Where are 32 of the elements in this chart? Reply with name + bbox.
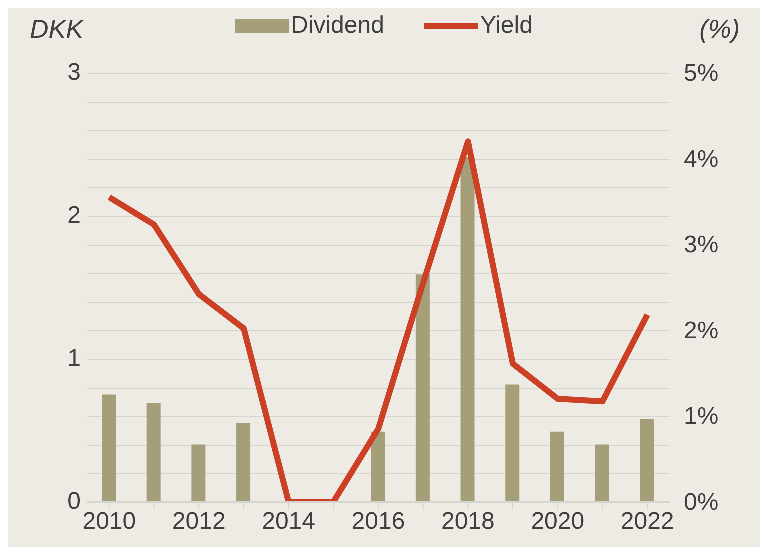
y2-tick-label: 1%	[684, 403, 719, 430]
y-tick-label: 0	[66, 488, 81, 516]
x-tick-label: 2012	[172, 508, 226, 536]
x-tick-label: 2016	[352, 508, 406, 536]
x-tick-label: 2022	[620, 508, 674, 536]
bar	[236, 423, 251, 502]
x-tick-label: 2014	[262, 508, 316, 536]
x-tick-label: 2018	[441, 508, 495, 536]
legend-label: Yield	[480, 12, 533, 40]
y2-tick-label: 4%	[684, 146, 719, 173]
bar	[102, 394, 116, 502]
bar	[192, 444, 206, 502]
bar	[550, 432, 564, 502]
y-axis-title: DKK	[30, 14, 84, 45]
y-tick-label: 2	[66, 202, 81, 230]
bar	[146, 403, 161, 502]
bar	[416, 274, 430, 502]
bar	[640, 419, 654, 502]
y2-tick-label: 0%	[684, 489, 719, 516]
x-tick-label: 2010	[82, 508, 136, 536]
bar	[506, 384, 520, 502]
x-tick-label: 2020	[531, 508, 585, 536]
bar	[371, 432, 386, 502]
y-tick-label: 1	[66, 345, 81, 373]
y2-axis-title: (%)	[700, 14, 740, 45]
bar	[595, 444, 610, 502]
y2-tick-label: 5%	[684, 60, 719, 87]
y2-tick-label: 2%	[684, 317, 719, 344]
legend-label: Dividend	[291, 12, 384, 40]
y2-tick-label: 3%	[684, 232, 719, 259]
y-tick-label: 3	[66, 59, 81, 87]
bar	[460, 157, 475, 502]
